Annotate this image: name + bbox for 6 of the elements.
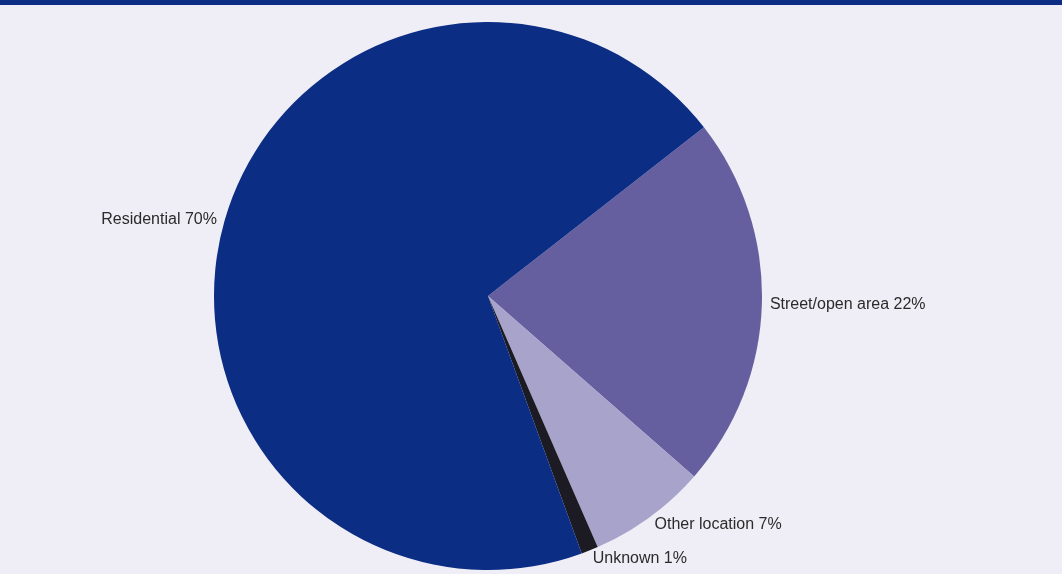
slice-label: Street/open area 22% (769, 295, 926, 313)
slice-label: Unknown 1% (592, 549, 688, 567)
pie-slice (488, 296, 695, 548)
slice-label: Residential 70% (101, 209, 217, 227)
slice-label: Other location 7% (654, 515, 782, 533)
pie-slice (488, 127, 762, 477)
